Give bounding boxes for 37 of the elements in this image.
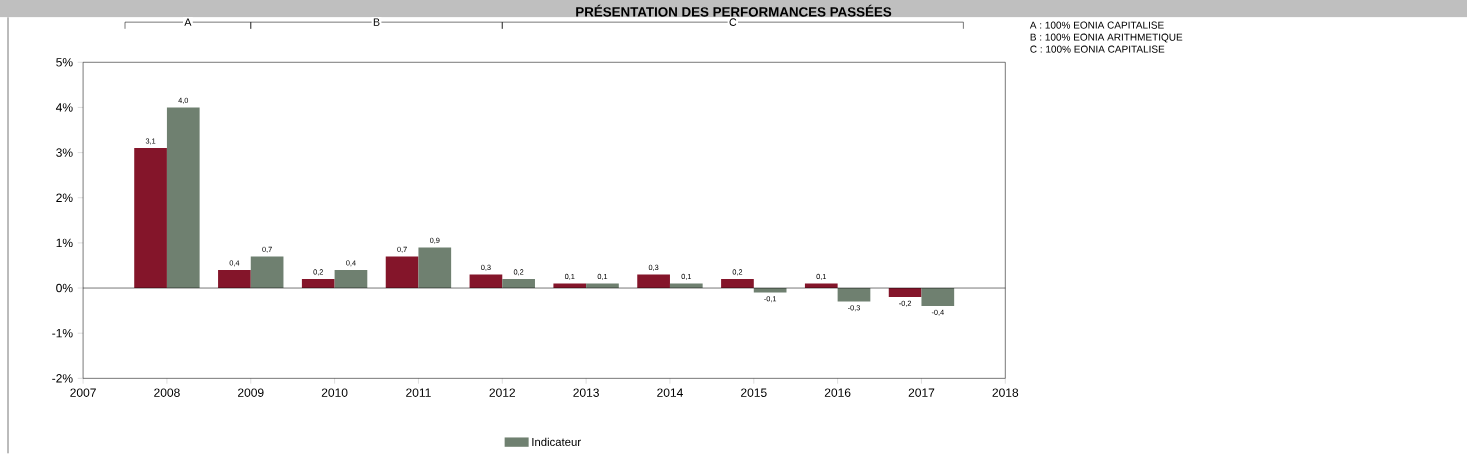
bar <box>921 288 955 307</box>
y-tick-label: 3% <box>56 148 73 157</box>
y-tick-label: 0% <box>56 283 73 293</box>
x-tick-label: 2011 <box>406 388 431 398</box>
y-tick-label: 2% <box>56 193 73 203</box>
bar <box>166 107 200 289</box>
y-tick-label: 1% <box>56 238 73 248</box>
bar <box>134 148 167 289</box>
x-tick-label: 2012 <box>489 388 516 398</box>
y-tick-label: 4% <box>55 103 73 112</box>
x-tick-label: 2014 <box>657 388 683 398</box>
x-tick-label: 2017 <box>908 388 935 398</box>
text: B <box>373 18 380 26</box>
x-tick-label: 2018 <box>992 388 1019 398</box>
text: A <box>184 18 192 26</box>
x-tick-label: 2010 <box>321 388 348 398</box>
text: B : 100% EONIA ARITHMETIQUE <box>1030 33 1183 43</box>
text: A : 100% EONIA CAPITALISE <box>1029 21 1164 29</box>
y-tick-label: 5% <box>56 58 73 67</box>
text: C : 100% EONIA CAPITALISE <box>1030 45 1165 53</box>
legend-label: Indicateur <box>532 437 581 447</box>
x-tick-label: 2016 <box>824 388 851 398</box>
x-tick-label: 2015 <box>741 388 767 398</box>
bar <box>418 247 452 289</box>
x-tick-label: 2009 <box>238 388 264 398</box>
x-tick-label: 2013 <box>573 388 599 398</box>
bar <box>334 270 368 289</box>
text: C <box>729 18 737 27</box>
x-tick-label: 2008 <box>154 388 180 398</box>
bar <box>218 270 251 289</box>
x-tick-label: 2007 <box>70 388 96 398</box>
bar <box>837 288 871 302</box>
bar <box>385 256 419 289</box>
bar <box>250 256 284 289</box>
chart-title: PRÉSENTATION DES PERFORMANCES PASSÉES <box>576 4 892 17</box>
y-tick-label: -1% <box>52 329 73 338</box>
y-tick-label: -2% <box>52 374 73 383</box>
